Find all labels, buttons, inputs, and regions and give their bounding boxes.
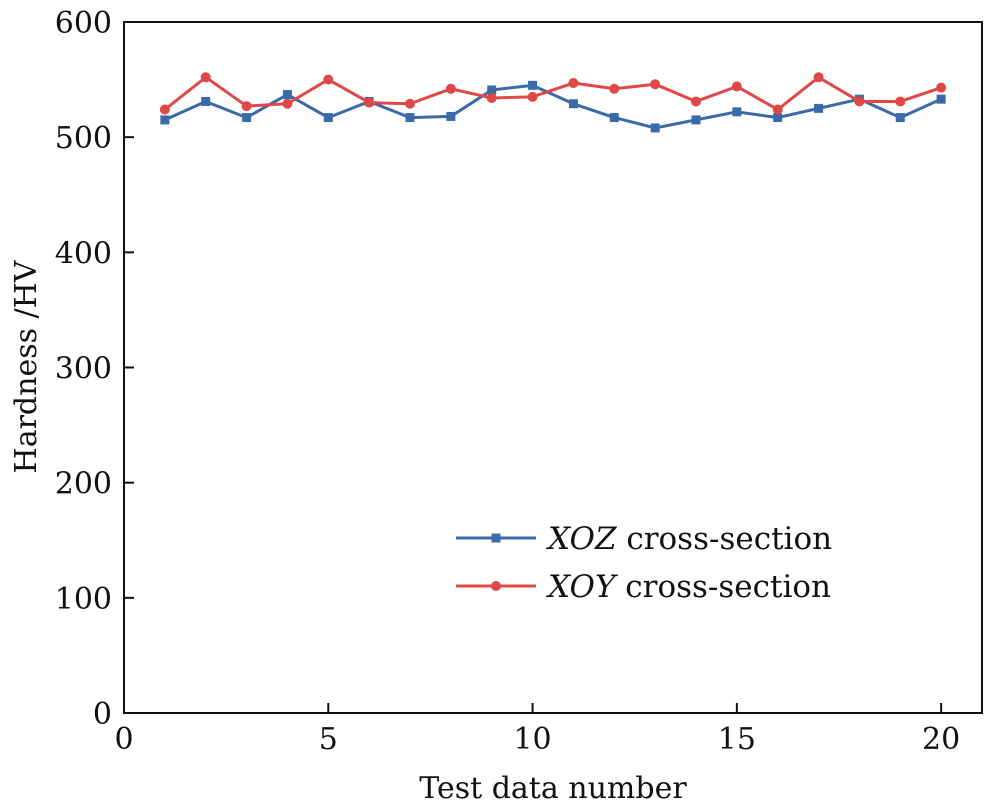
- y-tick-label: 100: [55, 582, 112, 617]
- data-point: [282, 90, 292, 100]
- legend-item: XOZ cross-section: [456, 521, 832, 557]
- x-tick-label: 0: [114, 722, 133, 757]
- series-layer: [159, 72, 947, 133]
- y-tick-label: 200: [55, 467, 112, 502]
- y-axis: 0 100 200 300 400 500 600: [55, 6, 134, 732]
- x-tick-label: 20: [922, 722, 960, 757]
- data-point: [732, 107, 742, 117]
- data-point: [201, 96, 211, 106]
- data-point: [241, 101, 252, 112]
- legend-label-rest: cross-section: [615, 569, 831, 605]
- data-point: [486, 93, 497, 104]
- data-point: [242, 113, 252, 123]
- data-point: [568, 78, 579, 89]
- data-point: [568, 99, 578, 109]
- legend-marker: [491, 581, 501, 591]
- plot-frame: [123, 21, 983, 714]
- x-tick-label: 10: [513, 722, 551, 757]
- data-point: [160, 115, 170, 125]
- series-line: [164, 83, 942, 130]
- data-point: [445, 83, 456, 94]
- y-tick-label: 300: [55, 352, 112, 387]
- legend-label-rest: cross-section: [616, 521, 832, 557]
- data-point: [200, 72, 211, 83]
- y-tick-label: 600: [55, 6, 112, 41]
- data-point: [159, 104, 170, 115]
- data-point: [772, 104, 783, 115]
- legend-marker: [491, 533, 501, 543]
- data-point: [609, 113, 619, 123]
- legend-label: XOY cross-section: [546, 569, 831, 605]
- data-point: [405, 113, 415, 123]
- legend-label-italic: XOZ: [546, 521, 617, 557]
- series-line: [163, 75, 942, 112]
- data-point: [936, 94, 946, 104]
- data-point: [813, 72, 824, 83]
- plot-area: [123, 21, 983, 714]
- data-point: [650, 79, 661, 90]
- data-point: [895, 113, 905, 123]
- y-tick-label: 0: [93, 697, 112, 732]
- data-point: [650, 123, 660, 133]
- data-point: [487, 85, 497, 95]
- x-tick-label: 15: [718, 722, 756, 757]
- data-point: [405, 98, 415, 109]
- data-point: [731, 81, 742, 92]
- data-point: [895, 96, 906, 107]
- legend-item: XOY cross-section: [456, 569, 831, 605]
- data-point: [609, 83, 620, 94]
- data-point: [282, 98, 293, 109]
- data-point: [364, 97, 375, 108]
- x-axis: 0 5 10 15 20: [114, 703, 960, 757]
- data-point: [528, 80, 538, 90]
- legend-label-italic: XOY: [546, 569, 618, 605]
- data-point: [323, 113, 333, 123]
- legend-label: XOZ cross-section: [546, 521, 832, 557]
- data-point: [936, 82, 947, 93]
- y-tick-label: 500: [55, 121, 112, 156]
- data-point: [323, 74, 334, 85]
- data-point: [527, 91, 538, 102]
- y-axis-label: Hardness /HV: [9, 259, 44, 473]
- series-xoy: [159, 72, 947, 115]
- x-tick-label: 5: [319, 722, 338, 757]
- data-point: [814, 103, 824, 113]
- y-tick-label: 400: [55, 236, 112, 271]
- data-point: [446, 111, 456, 121]
- data-point: [773, 113, 783, 123]
- data-point: [691, 115, 701, 125]
- x-axis-label: Test data number: [419, 771, 687, 806]
- data-point: [691, 96, 701, 107]
- data-point: [854, 96, 865, 107]
